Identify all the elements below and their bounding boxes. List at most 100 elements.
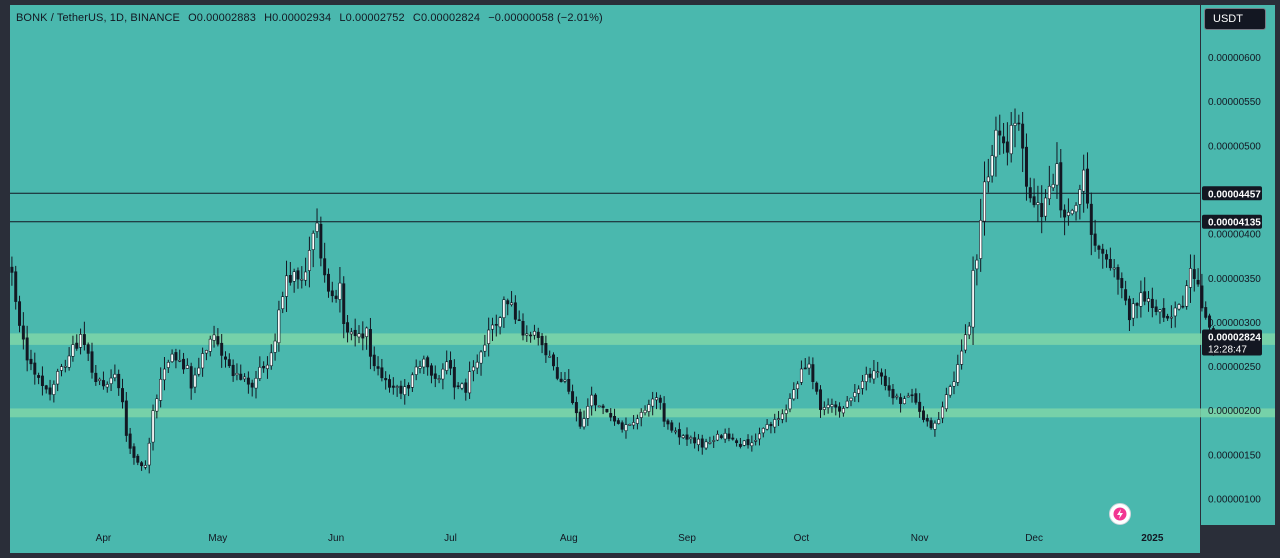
candle-down [1093,233,1097,246]
candle-up [582,418,586,428]
line-price-tag [1202,186,1262,201]
candle-down [815,382,819,392]
candle-up [67,355,71,368]
candle-up [655,397,658,401]
candle-down [1120,278,1124,289]
candle-up [304,271,308,281]
candle-up [410,374,414,388]
candle-up [178,360,182,362]
candle-down [449,360,453,369]
candle-up [208,338,212,352]
candle-up [860,380,864,389]
candle-down [1135,303,1139,306]
candle-up [1185,285,1189,307]
candle-down [353,329,357,337]
candle-down [1154,306,1158,313]
candle-up [281,296,285,310]
candle-down [811,364,815,382]
candle-down [40,375,44,386]
candle-up [723,433,727,440]
candle-up [902,398,906,404]
candle-up [56,371,60,385]
candle-up [1036,202,1040,205]
candle-up [1009,124,1013,155]
candle-down [262,365,266,369]
candle-up [143,465,147,468]
candle-down [1097,245,1101,250]
close-value: C0.00002824 [412,12,481,24]
candle-up [696,438,700,445]
candle-up [1055,163,1059,186]
candle-down [1116,267,1120,280]
candle-up [780,413,784,420]
currency-button[interactable]: USDT [1204,8,1266,30]
candle-down [319,223,323,259]
candle-up [937,419,941,424]
time-tick-label: Nov [911,533,929,544]
candle-up [830,404,834,407]
candle-up [1078,189,1082,205]
candle-up [971,270,975,328]
candle-down [803,367,807,370]
candle-up [315,222,319,232]
candle-down [536,331,540,338]
low-value: L0.00002752 [339,12,405,24]
candle-down [929,420,933,429]
candle-down [21,325,25,340]
price-tick-label: 0.00000550 [1208,97,1261,108]
candle-down [616,420,620,424]
symbol-header: BONK / TetherUS, 1D, BINANCE O0.00002883… [16,12,608,24]
price-axis-strip [1201,5,1275,525]
candle-down [1028,187,1032,199]
candle-up [754,440,758,442]
time-tick-label: Jul [444,533,457,544]
candle-down [121,388,124,403]
candle-up [1173,307,1177,317]
open-value: O0.00002883 [188,12,256,24]
lightning-bolt-button[interactable] [1109,503,1131,525]
candle-up [483,344,487,352]
candle-down [735,440,739,444]
candle-up [872,370,876,380]
high-value: H0.00002934 [264,12,332,24]
candle-up [1139,292,1143,307]
candle-down [658,397,662,403]
line-price-label: 0.00004135 [1208,218,1261,229]
candle-up [491,324,494,330]
line-price-tag [1202,214,1262,229]
candle-down [918,401,922,412]
candle-down [342,283,346,325]
price-tick-label: 0.00000300 [1208,318,1261,329]
candle-down [94,372,98,383]
candle-down [296,270,300,280]
candle-up [960,350,964,365]
candle-down [361,333,365,339]
candle-up [1047,185,1051,200]
candle-down [452,366,456,388]
candle-up [147,442,151,466]
candle-down [136,455,140,463]
candle-up [906,395,910,398]
time-tick-label: Dec [1025,533,1043,544]
candle-down [326,273,330,292]
candle-down [601,405,605,408]
candle-down [1124,289,1128,301]
candle-down [1143,291,1147,302]
countdown-label: 12:28:47 [1208,344,1247,355]
candle-up [357,333,361,338]
candle-down [677,429,681,438]
candle-up [788,398,792,410]
candle-up [265,364,269,369]
candle-down [738,443,742,447]
candle-up [60,366,63,371]
time-tick-label: Jun [328,533,344,544]
candle-up [1147,298,1150,302]
candle-down [1101,248,1105,254]
price-tick-label: 0.00000100 [1208,495,1261,506]
candle-down [231,364,235,377]
candle-down [18,301,22,326]
candle-down [140,462,144,467]
candle-down [1017,122,1021,125]
